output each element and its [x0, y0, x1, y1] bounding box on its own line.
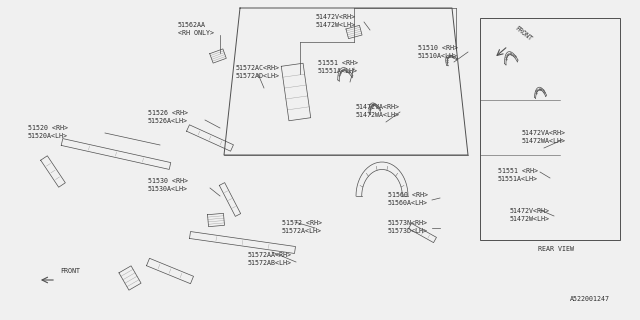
Text: 51551 <RH>
51551A<LH>: 51551 <RH> 51551A<LH>	[318, 60, 358, 74]
Text: 51572 <RH>
51572A<LH>: 51572 <RH> 51572A<LH>	[282, 220, 322, 234]
Text: REAR VIEW: REAR VIEW	[538, 246, 574, 252]
Bar	[480, 18, 620, 240]
Text: 51472VA<RH>
51472WA<LH>: 51472VA<RH> 51472WA<LH>	[522, 130, 566, 144]
Text: 51472VA<RH>
51472WA<LH>: 51472VA<RH> 51472WA<LH>	[356, 104, 400, 118]
Text: A522001247: A522001247	[570, 296, 610, 302]
Text: 51572AA<RH>
51572AB<LH>: 51572AA<RH> 51572AB<LH>	[248, 252, 292, 266]
Text: 51530 <RH>
51530A<LH>: 51530 <RH> 51530A<LH>	[148, 178, 188, 192]
Text: 51572AC<RH>
51572AD<LH>: 51572AC<RH> 51572AD<LH>	[236, 65, 280, 79]
Text: FRONT: FRONT	[60, 268, 80, 274]
Text: 51573N<RH>
51573D<LH>: 51573N<RH> 51573D<LH>	[388, 220, 428, 234]
Text: 51562AA
<RH ONLY>: 51562AA <RH ONLY>	[178, 22, 214, 36]
Text: 51551 <RH>
51551A<LH>: 51551 <RH> 51551A<LH>	[498, 168, 538, 182]
Text: 51472V<RH>
51472W<LH>: 51472V<RH> 51472W<LH>	[316, 14, 356, 28]
Text: 51526 <RH>
51526A<LH>: 51526 <RH> 51526A<LH>	[148, 110, 188, 124]
Text: FRONT: FRONT	[514, 25, 534, 42]
Text: 51520 <RH>
51520A<LH>: 51520 <RH> 51520A<LH>	[28, 125, 68, 139]
Text: 51472V<RH>
51472W<LH>: 51472V<RH> 51472W<LH>	[510, 208, 550, 222]
Text: 51560 <RH>
51560A<LH>: 51560 <RH> 51560A<LH>	[388, 192, 428, 206]
Text: 51510 <RH>
51510A<LH>: 51510 <RH> 51510A<LH>	[418, 45, 458, 59]
